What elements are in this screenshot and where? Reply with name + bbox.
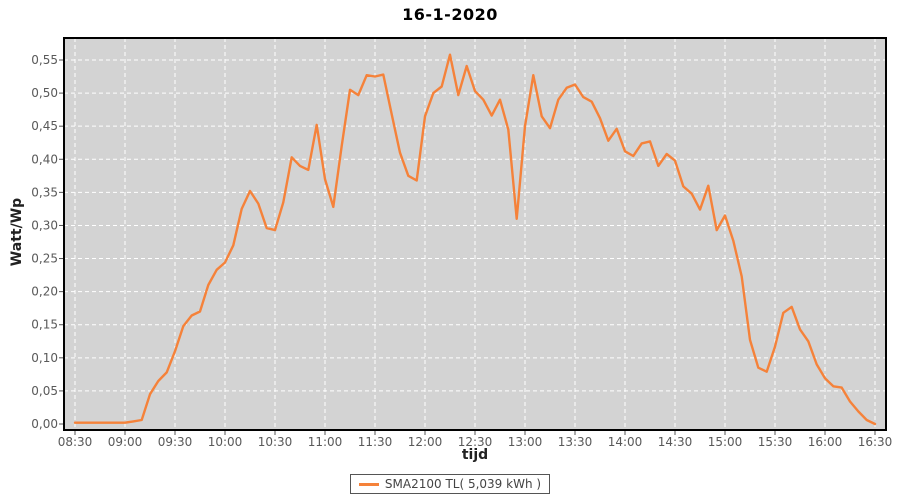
y-tick-label: 0,10 [31, 351, 58, 365]
y-tick-label: 0,20 [31, 285, 58, 299]
x-tick-label: 16:30 [858, 435, 893, 449]
series-line [73, 53, 877, 426]
x-tick-label: 11:30 [358, 435, 393, 449]
x-tick-label: 10:00 [208, 435, 243, 449]
x-tick-label: 13:30 [558, 435, 593, 449]
legend-label: SMA2100 TL( 5,039 kWh ) [384, 477, 542, 491]
y-tick-label: 0,25 [31, 252, 58, 266]
y-tick-label: 0,40 [31, 152, 58, 166]
x-tick-label: 10:30 [258, 435, 293, 449]
y-axis-title: Watt/Wp [9, 197, 25, 267]
y-tick-label: 0,45 [31, 119, 58, 133]
legend-box: SMA2100 TL( 5,039 kWh ) [349, 474, 551, 494]
legend: SMA2100 TL( 5,039 kWh ) [0, 474, 900, 494]
series-line-marker-icon [358, 482, 379, 486]
plot-area: 08:30 09:00 09:30 10:00 10:30 11:00 11:30 12:00… [31, 37, 893, 449]
y-tick-label: 0,00 [31, 417, 58, 431]
x-tick-label: 12:30 [458, 435, 493, 449]
x-tick-label: 16:00 [808, 435, 843, 449]
x-tick-label: 14:30 [658, 435, 693, 449]
x-tick-label: 14:00 [608, 435, 643, 449]
y-tick-label: 0,35 [31, 185, 58, 199]
plot-border [63, 37, 887, 431]
y-tick-label: 0,55 [31, 53, 58, 67]
x-tick-label: 13:00 [508, 435, 543, 449]
x-tick-label: 09:30 [158, 435, 193, 449]
x-tick-label: 08:30 [58, 435, 93, 449]
x-tick-label: 11:00 [308, 435, 343, 449]
x-tick-label: 15:00 [708, 435, 743, 449]
y-tick-label: 0,30 [31, 218, 58, 232]
x-tick-label: 12:00 [408, 435, 443, 449]
chart-title: 16-1-2020 [402, 5, 498, 24]
x-tick-label: 15:30 [758, 435, 793, 449]
x-axis-title: tijd [461, 447, 489, 463]
y-tick-label: 0,05 [31, 384, 58, 398]
y-tick-label: 0,15 [31, 318, 58, 332]
y-tick-label: 0,50 [31, 86, 58, 100]
x-tick-label: 09:00 [108, 435, 143, 449]
